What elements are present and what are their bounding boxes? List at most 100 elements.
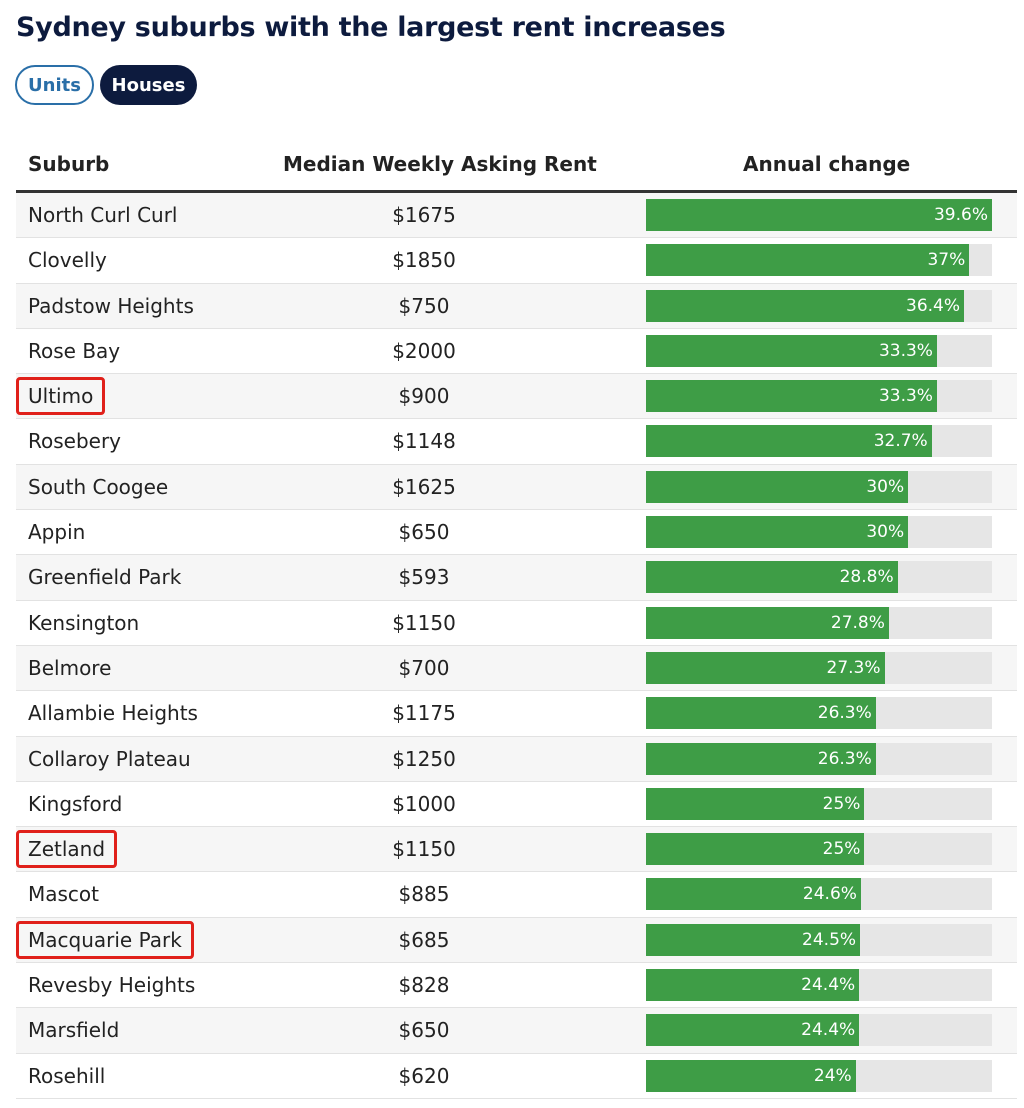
change-label: 27.3% [826,657,881,678]
change-label: 24% [813,1065,852,1086]
table-row: South Coogee $1625 30% [16,464,1017,511]
table-row: Kingsford $1000 25% [16,781,1017,828]
change-label: 32.7% [873,431,928,452]
bar-track: 37% [646,244,992,277]
bar-track: 24.4% [646,969,992,1002]
bar-track: 24.6% [646,878,992,911]
change-bar: 36.4% [646,289,965,322]
bar-track: 25% [646,833,992,866]
change-label: 26.3% [817,748,872,769]
suburb-cell: Marsfield [28,1018,120,1043]
bar-track: 28.8% [646,561,992,594]
rent-cell: $750 [398,293,450,318]
suburb-cell: Ultimo [28,384,94,409]
suburb-cell: North Curl Curl [28,203,178,227]
suburb-highlight-box [16,830,117,869]
rent-cell: $700 [398,655,450,680]
change-bar: 24.6% [646,878,861,911]
change-bar: 27.3% [646,651,885,684]
change-label: 26.3% [817,703,872,724]
suburb-cell: Rose Bay [28,338,121,363]
rent-cell: $1150 [392,610,456,635]
table-row: Zetland $1150 25% [16,827,1017,873]
rent-cell: $1175 [392,701,456,726]
suburb-cell: Kingsford [28,791,123,816]
suburb-cell: Macquarie Park [28,927,182,952]
rent-cell: $1148 [392,429,456,454]
header-rent[interactable]: Median Weekly Asking Rent [283,152,597,176]
change-bar: 30% [646,470,909,503]
bar-track: 27.8% [646,606,992,639]
table-row: Clovelly $1850 37% [16,238,1017,284]
table-row: Ultimo $900 33.3% [16,374,1017,420]
chart-title: Sydney suburbs with the largest rent inc… [16,12,726,43]
bar-track: 25% [646,787,992,820]
table-row: Rosebery $1148 32.7% [16,419,1017,465]
bar-track: 39.6% [646,199,992,231]
suburb-cell: Revesby Heights [28,973,196,998]
suburb-highlight-box [16,377,105,416]
change-bar: 26.3% [646,742,876,775]
change-bar: 25% [646,787,865,820]
change-bar: 25% [646,833,865,866]
rent-cell: $828 [398,973,450,998]
change-bar: 24.4% [646,1014,860,1047]
suburb-cell: Collaroy Plateau [28,746,191,771]
rent-cell: $900 [398,384,450,409]
rent-cell: $1625 [392,474,456,499]
suburb-cell: South Coogee [28,474,169,499]
change-bar: 24% [646,1059,856,1092]
table-row: Rose Bay $2000 33.3% [16,328,1017,375]
header-annual-change[interactable]: Annual change [743,152,911,176]
change-bar: 37% [646,244,970,277]
table-row: Belmore $700 27.3% [16,645,1017,692]
table-row: Mascot $885 24.6% [16,872,1017,918]
change-label: 24.4% [801,975,856,996]
rent-cell: $1000 [392,791,456,816]
rent-cell: $2000 [392,338,456,363]
bar-track: 32.7% [646,425,992,458]
houses-toggle-button[interactable]: Houses [100,65,197,105]
rent-table: Suburb Median Weekly Asking Rent Annual … [16,140,1017,1099]
bar-track: 26.3% [646,742,992,775]
table-row: North Curl Curl $1675 39.6% [16,193,1017,239]
table-row: Macquarie Park $685 24.5% [16,917,1017,964]
change-label: 36.4% [906,295,961,316]
rent-cell: $1675 [392,203,456,227]
table-row: Collaroy Plateau $1250 26.3% [16,736,1017,782]
rent-cell: $685 [398,927,450,952]
suburb-cell: Zetland [28,837,106,862]
rent-cell: $620 [398,1063,450,1088]
change-label: 33.3% [878,386,933,407]
units-toggle-button[interactable]: Units [15,65,94,105]
table-row: Greenfield Park $593 28.8% [16,555,1017,601]
table-row: Revesby Heights $828 24.4% [16,963,1017,1009]
change-label: 28.8% [839,567,894,588]
change-label: 24.5% [802,929,857,950]
suburb-cell: Belmore [28,655,112,680]
bar-track: 26.3% [646,697,992,730]
change-label: 39.6% [933,205,988,225]
change-bar: 33.3% [646,334,937,367]
rent-cell: $650 [398,1018,450,1043]
table-row: Padstow Heights $750 36.4% [16,283,1017,329]
change-bar: 30% [646,516,909,549]
change-bar: 39.6% [646,199,992,231]
table-row: Appin $650 30% [16,510,1017,556]
suburb-cell: Rosebery [28,429,122,454]
change-label: 25% [822,839,861,860]
rent-cell: $593 [398,565,450,590]
change-label: 27.8% [830,612,885,633]
bar-track: 30% [646,516,992,549]
bar-track: 36.4% [646,289,992,322]
table-body: North Curl Curl $1675 39.6% Clovelly $1850 37… [16,193,1017,1099]
header-suburb[interactable]: Suburb [28,152,110,176]
change-label: 24.4% [801,1020,856,1041]
bar-track: 30% [646,470,992,503]
table-row: Kensington $1150 27.8% [16,600,1017,646]
table-row: Allambie Heights $1175 26.3% [16,691,1017,737]
suburb-highlight-box [16,920,194,959]
table-row: Rosehill $620 24% [16,1053,1017,1099]
change-label: 37% [927,250,966,271]
suburb-cell: Kensington [28,610,140,635]
